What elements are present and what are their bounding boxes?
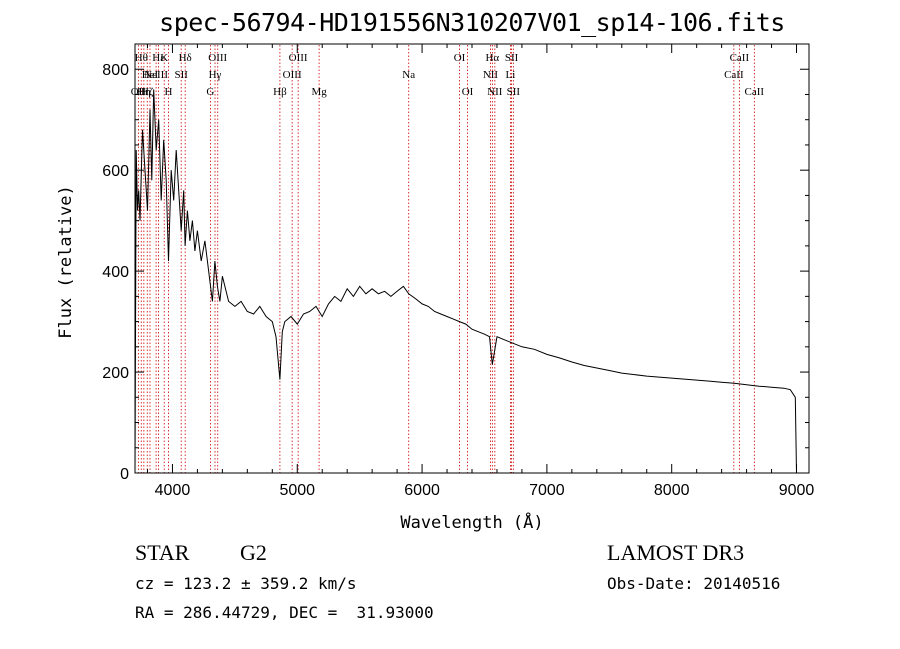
line-label: Hε [152, 52, 165, 64]
line-label: Hγ [209, 69, 222, 81]
line-label: NII [487, 86, 503, 98]
x-tick-label: 8000 [654, 482, 690, 499]
survey-name: LAMOST DR3 [607, 540, 745, 565]
line-label: NeIII [144, 69, 168, 81]
line-label: Mg [311, 86, 327, 98]
line-label: Hδ [179, 52, 192, 64]
x-tick-label: 4000 [155, 482, 191, 499]
line-label: HeI [142, 69, 159, 81]
line-label: SII [505, 52, 519, 64]
line-label: Hβ [273, 86, 287, 98]
line-label: Hη [137, 86, 151, 98]
spectrum-line [134, 89, 797, 474]
axes: 4000 5000 6000 7000 8000 9000 0 200 400 600 800 [102, 44, 814, 499]
y-tick-label: 800 [102, 62, 129, 79]
line-label: OI [454, 52, 466, 64]
line-label: SII [507, 86, 521, 98]
line-label: OI [462, 86, 474, 98]
line-label: OIII [289, 52, 308, 64]
x-tick-label: 7000 [529, 482, 565, 499]
line-label: CaII [730, 52, 750, 64]
line-label: OIII [283, 69, 302, 81]
line-labels: OIIHθHηHζHeINeIIIHεKHSIIHδGHγOIIIHβOIIIO… [131, 52, 765, 98]
x-axis-label: Wavelength (Å) [400, 511, 543, 533]
plot-frame [134, 43, 810, 474]
line-label: CaII [724, 69, 744, 81]
chart-title: spec-56794-HD191556N310207V01_sp14-106.f… [159, 8, 785, 37]
line-label: NII [483, 69, 499, 81]
y-tick-label: 0 [120, 466, 129, 483]
subclass: G2 [240, 540, 267, 565]
coordinates-text: RA = 286.44729, DEC = 31.93000 [135, 603, 434, 622]
line-label: G [206, 86, 214, 98]
redshift-text: cz = 123.2 ± 359.2 km/s [135, 574, 357, 593]
y-tick-label: 200 [102, 365, 129, 382]
line-label: OIII [208, 52, 227, 64]
line-label: Na [402, 69, 415, 81]
x-tick-label: 5000 [279, 482, 315, 499]
line-label: H [164, 86, 172, 98]
object-class: STAR [135, 540, 190, 565]
line-label: SII [174, 69, 188, 81]
y-tick-label: 400 [102, 264, 129, 281]
line-label: CaII [745, 86, 765, 98]
y-tick-label: 600 [102, 163, 129, 180]
line-label: K [160, 52, 168, 64]
line-label: Hα [485, 52, 499, 64]
line-label: Li [506, 69, 516, 81]
x-tick-label: 9000 [779, 482, 815, 499]
obs-date: Obs-Date: 20140516 [607, 574, 781, 593]
line-markers [137, 45, 755, 473]
y-axis-label: Flux (relative) [56, 185, 76, 339]
line-label: Hθ [135, 52, 148, 64]
spectrum-series [134, 89, 797, 474]
x-tick-label: 6000 [404, 482, 440, 499]
line-label: Hζ [141, 86, 154, 98]
